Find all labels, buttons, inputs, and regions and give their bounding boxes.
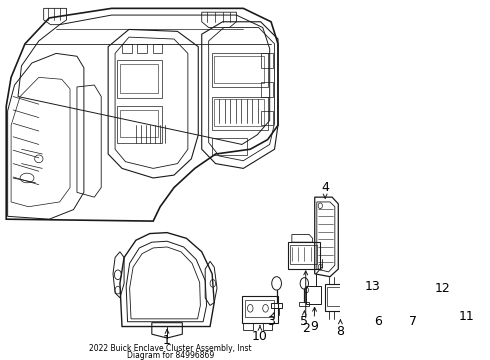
Bar (434, 273, 490, 303)
Bar (122, 44, 132, 53)
Bar (460, 279, 468, 294)
Bar (471, 279, 480, 294)
Text: 2022 Buick Enclave Cluster Assembly, Inst: 2022 Buick Enclave Cluster Assembly, Ins… (89, 344, 252, 353)
Bar (416, 280, 424, 285)
Bar (405, 287, 413, 293)
Text: 12: 12 (435, 282, 451, 295)
Bar (152, 44, 162, 53)
Bar (405, 280, 413, 285)
Text: 13: 13 (365, 280, 381, 293)
Text: 9: 9 (310, 320, 318, 333)
Text: Diagram for 84996869: Diagram for 84996869 (127, 351, 214, 360)
Bar (394, 280, 402, 285)
Text: 8: 8 (336, 325, 344, 338)
Bar (244, 323, 253, 330)
Bar (431, 279, 435, 298)
Bar (214, 99, 264, 126)
Bar (299, 302, 309, 306)
Bar (261, 111, 273, 125)
Bar (483, 279, 490, 294)
Bar (416, 287, 424, 293)
Bar (449, 279, 458, 294)
Text: 2: 2 (302, 322, 310, 335)
Bar (306, 286, 321, 303)
Bar (120, 110, 158, 137)
Bar (361, 238, 386, 260)
Bar (117, 106, 162, 143)
Bar (261, 53, 273, 68)
Bar (212, 138, 247, 155)
Text: 1: 1 (163, 334, 171, 347)
Bar (325, 284, 354, 311)
Bar (394, 287, 402, 293)
Bar (368, 255, 388, 279)
Bar (212, 96, 268, 130)
Bar (120, 64, 158, 93)
Bar (245, 300, 274, 317)
Bar (391, 275, 431, 302)
Text: 11: 11 (459, 310, 474, 323)
Bar (261, 82, 273, 96)
Bar (372, 248, 383, 256)
Bar (363, 241, 383, 256)
Bar (212, 53, 268, 87)
Text: 7: 7 (409, 315, 417, 328)
Text: 10: 10 (252, 330, 268, 343)
Bar (397, 211, 480, 253)
Bar (436, 276, 490, 299)
Text: 3: 3 (267, 315, 275, 328)
Bar (117, 60, 162, 98)
Bar (263, 323, 272, 330)
Text: 6: 6 (374, 315, 382, 328)
Bar (438, 279, 446, 294)
Bar (137, 44, 147, 53)
Bar (242, 296, 278, 323)
Bar (370, 257, 384, 275)
Bar (394, 207, 485, 260)
Bar (327, 287, 351, 306)
Bar (397, 302, 418, 309)
Bar (289, 242, 319, 269)
Text: 4: 4 (321, 181, 329, 194)
Bar (291, 245, 317, 264)
Bar (214, 56, 264, 83)
Bar (271, 302, 282, 308)
Text: 5: 5 (300, 315, 308, 328)
Bar (392, 278, 427, 297)
